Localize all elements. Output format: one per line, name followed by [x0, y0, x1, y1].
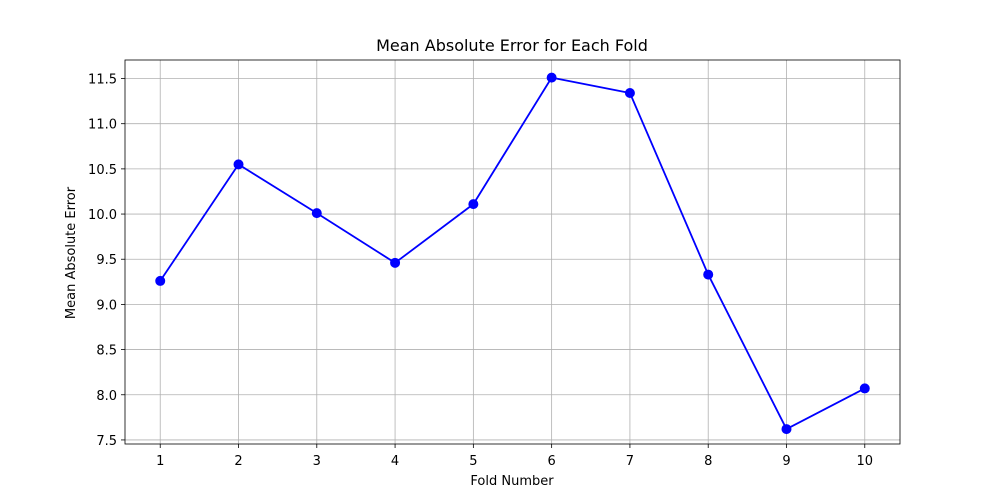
y-axis-label: Mean Absolute Error — [64, 186, 79, 319]
x-tick-label: 4 — [391, 454, 399, 469]
y-tick-label: 10.5 — [88, 163, 117, 178]
data-point — [311, 208, 322, 219]
axes: 1 2 3 4 5 6 7 8 9 10 7.5 8.0 8.5 9.0 9.5 10.0 10.5 11.0 11… — [88, 59, 901, 469]
y-tick-label: 9.0 — [96, 298, 117, 313]
y-tick-label: 8.0 — [96, 389, 117, 404]
y-tick-label: 11.5 — [88, 73, 117, 88]
data-point — [155, 275, 166, 286]
data-point — [703, 269, 714, 280]
x-tick-label: 3 — [313, 454, 321, 469]
data-point — [546, 72, 557, 83]
grid — [125, 60, 900, 444]
x-tick-label: 2 — [234, 454, 242, 469]
data-point — [233, 159, 244, 170]
y-tick-label: 10.0 — [88, 208, 117, 223]
x-tick-label: 1 — [156, 454, 164, 469]
series — [155, 72, 870, 435]
x-tick-label: 10 — [856, 454, 873, 469]
data-point — [468, 199, 479, 210]
x-tick-label: 6 — [548, 454, 556, 469]
plot-frame — [124, 59, 901, 445]
x-axis-label: Fold Number — [470, 474, 554, 489]
data-point — [781, 424, 792, 435]
data-point — [390, 257, 401, 268]
chart-title: Mean Absolute Error for Each Fold — [376, 36, 648, 55]
series-line — [159, 76, 866, 430]
chart-text: Mean Absolute Error for Each Fold Fold N… — [64, 36, 648, 489]
data-point — [624, 87, 635, 98]
x-tick-label: 7 — [626, 454, 634, 469]
x-tick-label: 8 — [704, 454, 712, 469]
y-tick-label: 8.5 — [96, 344, 117, 359]
x-tick-label: 5 — [469, 454, 477, 469]
y-tick-label: 11.0 — [88, 118, 117, 133]
x-tick-label: 9 — [782, 454, 790, 469]
y-tick-label: 9.5 — [96, 253, 117, 268]
y-tick-label: 7.5 — [96, 434, 117, 449]
data-point — [859, 383, 870, 394]
